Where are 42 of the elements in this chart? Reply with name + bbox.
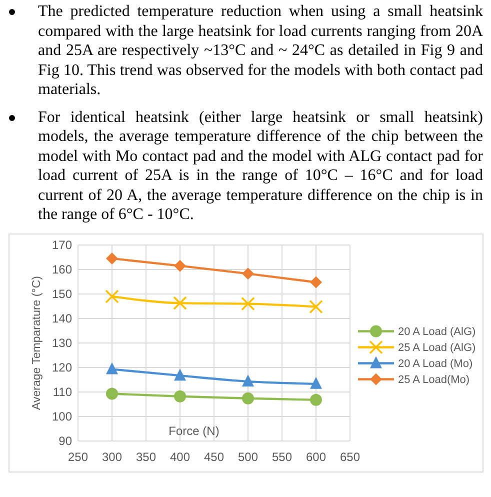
x-tick-label: 550 <box>272 450 292 464</box>
x-axis-title: Force (N) <box>168 424 220 438</box>
point <box>242 392 254 404</box>
point <box>106 387 118 400</box>
y-tick-label: 160 <box>52 262 72 276</box>
point <box>310 276 322 288</box>
y-axis-title: Average Temparature (°C) <box>31 275 43 410</box>
y-tick-label: 130 <box>52 336 72 350</box>
y-tick-label: 110 <box>52 384 72 399</box>
x-tick-label: 450 <box>204 450 224 464</box>
point <box>106 362 118 374</box>
point <box>310 376 322 388</box>
text: For identical heatsink (either large heatsink or small heatsink) models, the average temperature difference of the chip between the model with Mo contact pad and the model with ALG contact pad for load current of 25A is in the range of 10°C – 16°C and for load current of 20 A, the average temperature difference on the chip is in the range of 6°C - 10°C. <box>38 108 483 224</box>
x-tick-label: 350 <box>136 450 156 464</box>
x-tick-label: 300 <box>102 450 122 464</box>
point <box>106 252 118 264</box>
point <box>241 296 255 310</box>
point <box>242 374 254 386</box>
point <box>174 368 186 380</box>
x-tick-label: 500 <box>238 450 258 464</box>
y-tick-label: 150 <box>52 286 72 301</box>
point <box>242 267 254 280</box>
legend-label: 20 A Load (AlG) <box>398 326 476 338</box>
y-tick-label: 140 <box>52 311 72 326</box>
legend-label: 20 A Load (Mo) <box>398 358 473 370</box>
point <box>174 390 186 402</box>
y-tick-label: 120 <box>52 360 72 374</box>
legend-label: 25 A Load (AlG) <box>398 342 476 354</box>
y-tick-label: 100 <box>52 409 72 424</box>
point <box>310 393 322 406</box>
point <box>173 296 187 310</box>
point <box>174 259 186 272</box>
point <box>105 289 119 303</box>
x-tick-label: 650 <box>340 450 360 464</box>
x-tick-label: 250 <box>68 450 88 464</box>
point <box>309 299 323 314</box>
x-tick-label: 400 <box>170 450 190 464</box>
text: The predicted temperature reduction when using a small heatsink compared with the large heatsink for load currents ranging from 20A and 25A are respectively ~13°C and ~ 24°C as detailed in Fig 9 and Fig 10. This trend was observed for the models with both contact pad materials. <box>38 2 483 100</box>
y-tick-label: 170 <box>52 238 72 252</box>
y-tick-label: 90 <box>58 434 72 448</box>
legend-label: 25 A Load(Mo) <box>398 374 470 386</box>
x-tick-label: 600 <box>306 450 326 464</box>
